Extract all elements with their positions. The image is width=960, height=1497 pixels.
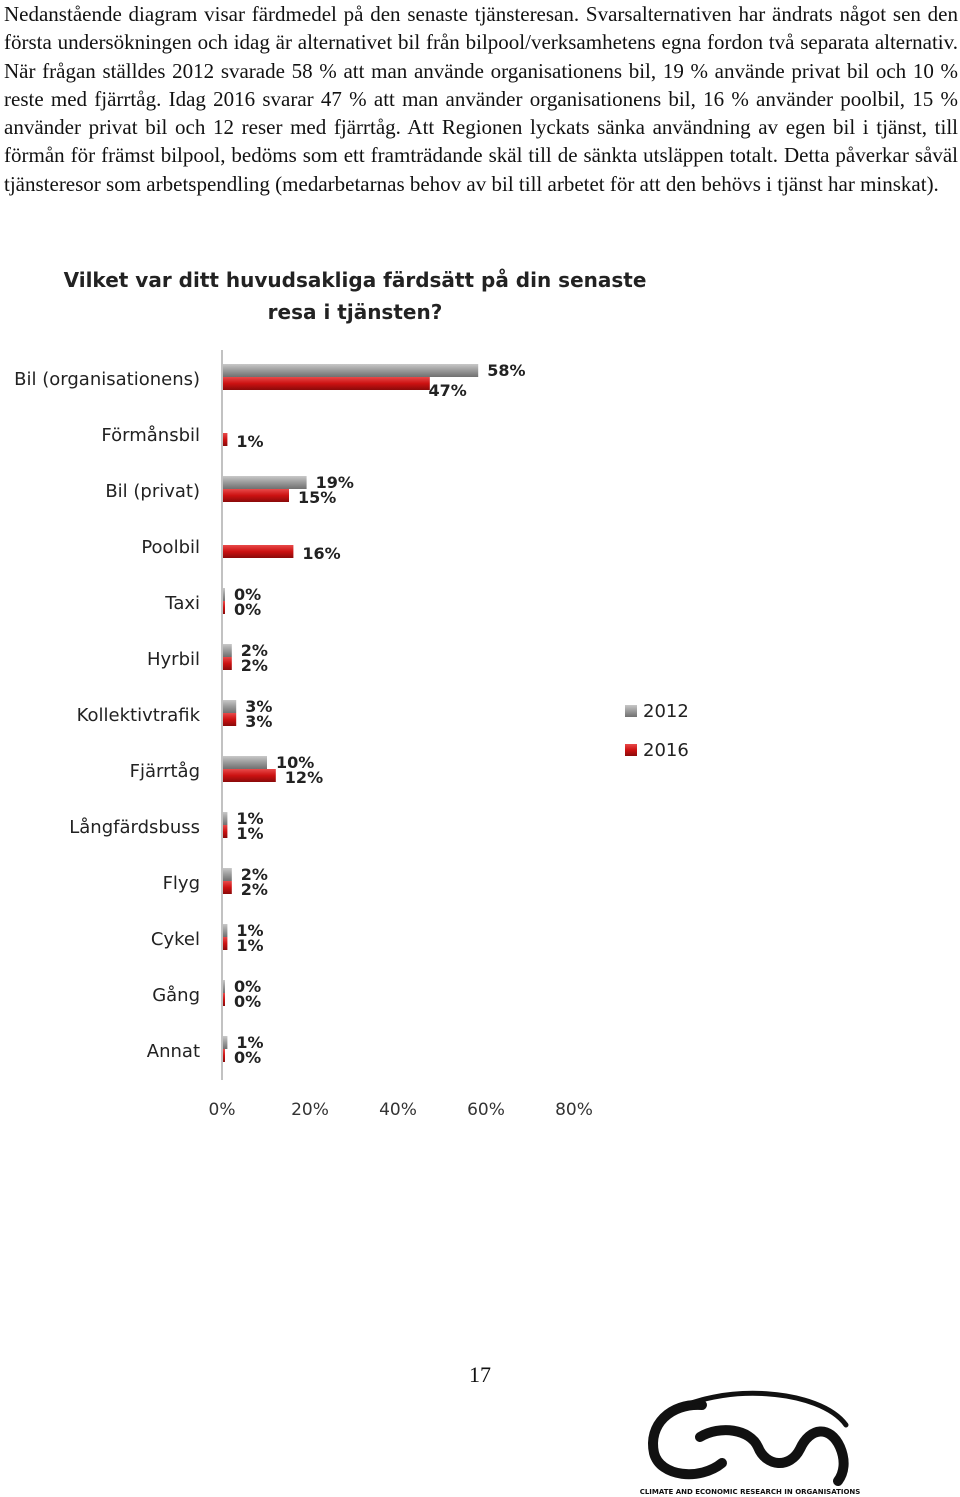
bar-2016	[223, 993, 225, 1006]
data-label-2012: 1%	[236, 1033, 263, 1052]
bar-2012	[223, 924, 228, 937]
data-label-2016: 3%	[245, 712, 272, 731]
bar-2016	[223, 825, 228, 838]
data-label-2016: 2%	[241, 880, 268, 899]
data-label-2012: 1%	[236, 809, 263, 828]
bar-2012	[223, 1036, 228, 1049]
data-label-2012: 19%	[316, 473, 354, 492]
bar-2016	[223, 601, 225, 614]
bar-2012	[223, 812, 228, 825]
data-label-2012: 0%	[234, 585, 261, 604]
legend-label-2016: 2016	[643, 740, 689, 761]
bar-2012	[223, 700, 237, 713]
bar-2016	[223, 769, 276, 782]
legend-swatch-2012	[625, 705, 637, 717]
category-label: Bil (organisationens)	[14, 369, 200, 390]
x-tick-label: 80%	[555, 1100, 593, 1120]
data-label-2012: 2%	[241, 641, 268, 660]
category-label: Poolbil	[141, 537, 200, 558]
bar-2012	[223, 476, 307, 489]
legend-label-2012: 2012	[643, 701, 689, 722]
category-label: Hyrbil	[147, 649, 200, 670]
category-label: Flyg	[163, 873, 200, 894]
category-label: Långfärdsbuss	[69, 817, 200, 838]
data-label-2012: 0%	[234, 977, 261, 996]
bar-2012	[223, 980, 225, 993]
bar-2016	[223, 881, 232, 894]
category-label: Bil (privat)	[105, 481, 200, 502]
body-paragraph: Nedanstående diagram visar färdmedel på …	[4, 2, 958, 196]
bar-2012	[223, 644, 232, 657]
bar-2012	[223, 868, 232, 881]
bar-2016	[223, 713, 237, 726]
legend-swatch-2016	[625, 744, 637, 756]
data-label-2012: 2%	[241, 865, 268, 884]
data-label-2016: 0%	[234, 600, 261, 619]
category-label: Förmånsbil	[101, 425, 200, 446]
x-tick-label: 40%	[379, 1100, 417, 1120]
data-label-2016: 16%	[302, 544, 340, 563]
cero-logo: CLIMATE AND ECONOMIC RESEARCH IN ORGANIS…	[640, 1390, 860, 1496]
data-label-2012: 58%	[487, 361, 525, 380]
data-label-2016: 2%	[241, 656, 268, 675]
x-tick-label: 60%	[467, 1100, 505, 1120]
bar-2016	[223, 377, 430, 390]
chart-title-line-2: resa i tjänsten?	[268, 300, 443, 324]
data-label-2012: 3%	[245, 697, 272, 716]
bar-2016	[223, 433, 228, 446]
data-label-2016: 47%	[429, 381, 467, 400]
chart-title-line-1: Vilket var ditt huvudsakliga färdsätt på…	[64, 268, 647, 292]
category-label: Annat	[147, 1041, 200, 1062]
data-label-2016: 1%	[236, 936, 263, 955]
data-label-2016: 15%	[298, 488, 336, 507]
category-label: Taxi	[164, 593, 200, 614]
bar-2016	[223, 545, 294, 558]
category-label: Cykel	[151, 929, 200, 950]
category-label: Kollektivtrafik	[77, 705, 201, 726]
page-number: 17	[469, 1362, 491, 1387]
data-label-2016: 1%	[236, 824, 263, 843]
x-tick-label: 0%	[209, 1100, 236, 1120]
data-label-2012: 1%	[236, 921, 263, 940]
travel-mode-chart: Vilket var ditt huvudsakliga färdsätt på…	[14, 268, 689, 1120]
logo-text: CLIMATE AND ECONOMIC RESEARCH IN ORGANIS…	[640, 1488, 860, 1496]
data-label-2016: 0%	[234, 992, 261, 1011]
data-label-2012: 10%	[276, 753, 314, 772]
category-label: Fjärrtåg	[130, 761, 200, 782]
data-label-2016: 0%	[234, 1048, 261, 1067]
bar-2016	[223, 1049, 225, 1062]
bar-2016	[223, 937, 228, 950]
data-label-2016: 1%	[236, 432, 263, 451]
bar-2012	[223, 588, 225, 601]
category-label: Gång	[152, 985, 200, 1006]
bar-2016	[223, 489, 289, 502]
bar-2012	[223, 364, 479, 377]
bar-2016	[223, 657, 232, 670]
bar-2012	[223, 756, 267, 769]
x-tick-label: 20%	[291, 1100, 329, 1120]
data-label-2016: 12%	[285, 768, 323, 787]
